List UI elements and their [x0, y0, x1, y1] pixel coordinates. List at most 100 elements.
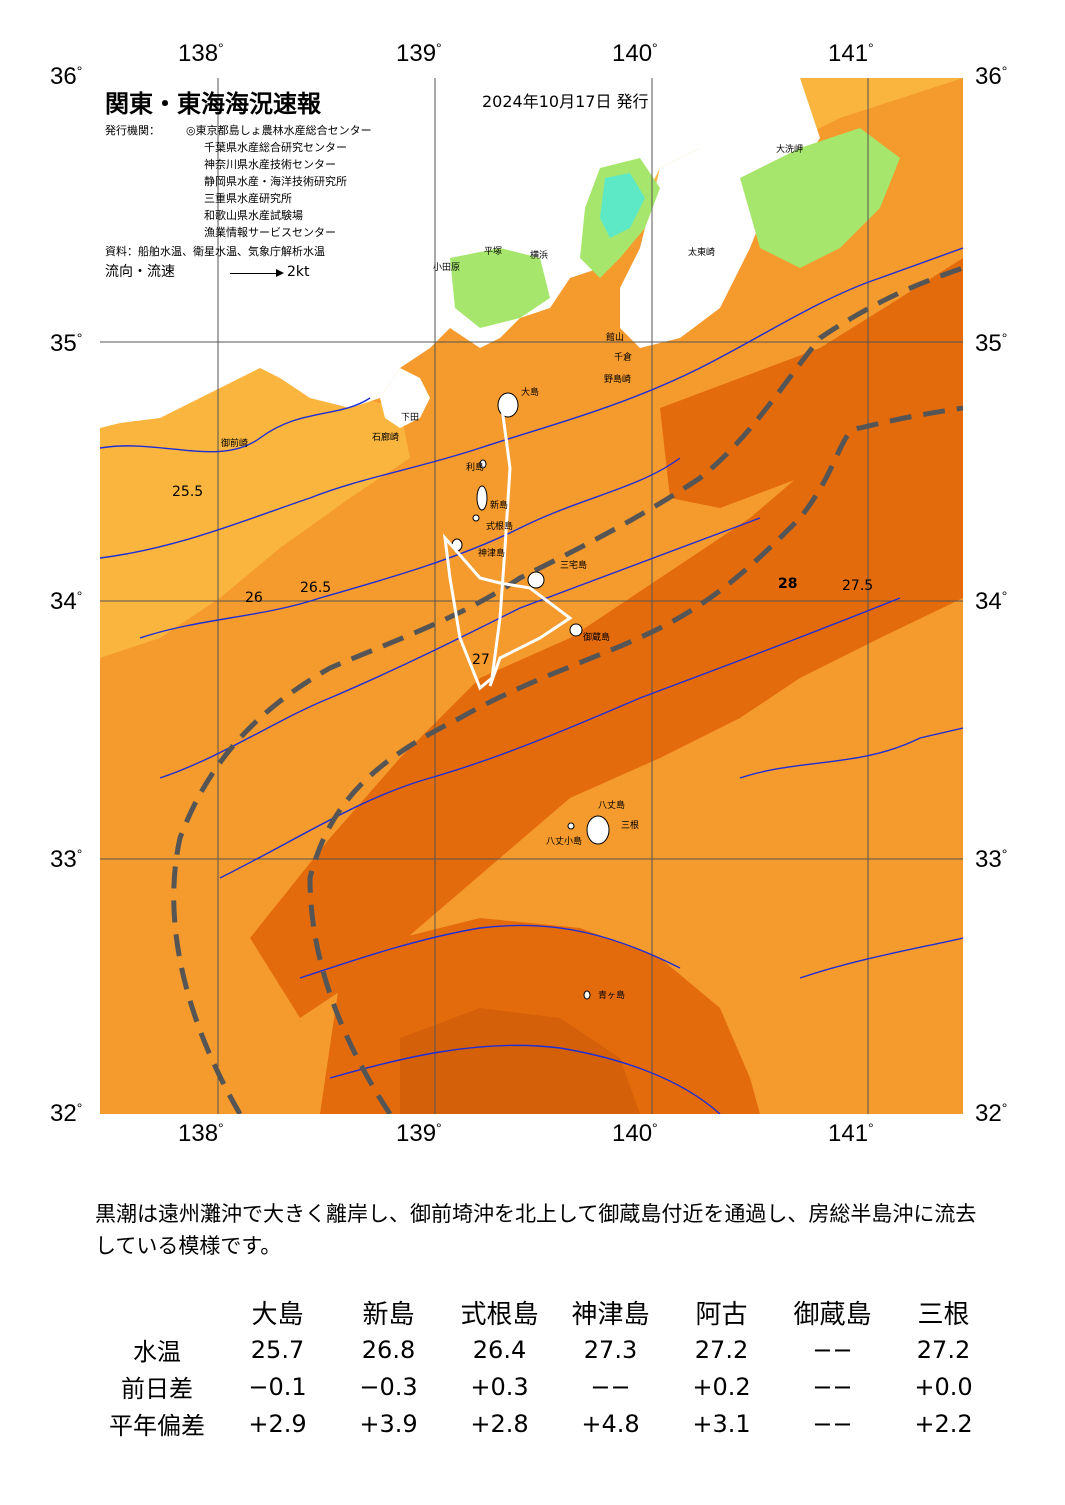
isotherm-label-27-5: 27.5 — [842, 578, 874, 594]
place-kozushima: 神津島 — [478, 549, 506, 559]
table-cell: 27.2 — [916, 1335, 971, 1364]
lat-label-right-36: 36° — [975, 63, 1008, 90]
place-shimoda: 下田 — [401, 413, 420, 423]
coastal-green-sagami — [450, 248, 550, 328]
place-taitozaki: 太東崎 — [688, 248, 716, 258]
table-cell: +3.1 — [692, 1409, 751, 1438]
lon-label-top-139: 139° — [396, 40, 442, 67]
column-header: 大島 — [251, 1300, 304, 1330]
row-label: 平年偏差 — [109, 1412, 205, 1440]
flow-legend-arrow — [230, 273, 280, 274]
table-cell: 26.4 — [472, 1335, 527, 1364]
table-cell: +2.2 — [914, 1409, 973, 1438]
column-header: 神津島 — [571, 1300, 650, 1330]
table-cell: 26.8 — [361, 1335, 416, 1364]
lat-label-right-34: 34° — [975, 588, 1008, 615]
lon-label-top-138: 138° — [178, 40, 224, 67]
place-hachijojima: 八丈島 — [598, 801, 626, 811]
kuroshio-axis — [171, 265, 963, 1114]
lon-label-bottom-138: 138° — [178, 1120, 224, 1147]
isotherm-label-25-5: 25.5 — [172, 484, 204, 500]
issuer-label: 発行機関： — [105, 124, 160, 137]
coastal-cyan-tokyo-bay — [600, 173, 645, 238]
place-tateyama: 館山 — [606, 333, 625, 343]
lat-label-left-33: 33° — [50, 846, 83, 873]
issuer-1: ◎東京都島しょ農林水産総合センター — [186, 124, 372, 137]
table-cell: 27.3 — [583, 1335, 638, 1364]
land-izu — [380, 368, 430, 428]
table-cell: +4.8 — [581, 1409, 640, 1438]
isotherm-label-26: 26 — [245, 590, 263, 606]
table-header-row: 大島 新島 式根島 神津島 阿古 御蔵島 三根 — [92, 1294, 999, 1331]
place-hiratsuka: 平塚 — [484, 247, 503, 257]
table-cell: 27.2 — [694, 1335, 749, 1364]
place-shikinejima: 式根島 — [486, 522, 514, 532]
place-yokohama: 横浜 — [530, 251, 549, 261]
place-oshima: 大島 — [521, 388, 540, 398]
island-niijima — [476, 485, 488, 511]
column-header: 新島 — [362, 1300, 415, 1330]
lon-label-bottom-139: 139° — [396, 1120, 442, 1147]
place-mikurajima: 御蔵島 — [583, 633, 611, 643]
lat-lon-grid — [100, 78, 963, 1114]
table-cell: −− — [812, 1335, 853, 1364]
isotherm-label-26-5: 26.5 — [300, 580, 332, 596]
island-oshima — [497, 392, 519, 418]
island-hachijokojima — [567, 822, 575, 830]
sea-light-zone — [100, 338, 410, 658]
lon-label-top-140: 140° — [612, 40, 658, 67]
island-hachijojima — [586, 815, 610, 845]
lon-label-bottom-140: 140° — [612, 1120, 658, 1147]
map-title: 関東・東海海況速報 — [105, 90, 321, 118]
issuer-2: 千葉県水産総合研究センター — [204, 141, 347, 154]
island-miyakejima — [527, 571, 545, 589]
table-cell: +0.0 — [914, 1372, 973, 1401]
isotherm-contours — [100, 247, 963, 1114]
table-cell: +3.9 — [359, 1409, 418, 1438]
place-odawara: 小田原 — [433, 263, 461, 273]
flow-legend-label: 流向・流速 — [105, 264, 175, 280]
lon-label-top-141: 141° — [828, 40, 874, 67]
column-header: 御蔵島 — [793, 1300, 872, 1330]
lon-label-bottom-141: 141° — [828, 1120, 874, 1147]
column-header: 阿古 — [695, 1300, 748, 1330]
issue-date: 2024年10月17日 発行 — [482, 92, 649, 111]
place-toshima: 利島 — [466, 463, 485, 473]
table-row: 平年偏差 +2.9 +3.9 +2.8 +4.8 +3.1 −− +2.2 — [92, 1405, 999, 1442]
ship-track — [442, 407, 573, 691]
island-mikurajima — [569, 623, 583, 637]
place-hachijokojima: 八丈小島 — [546, 837, 583, 847]
isotherm-label-27: 27 — [472, 652, 490, 668]
table-row: 水温 25.7 26.8 26.4 27.3 27.2 −− 27.2 — [92, 1331, 999, 1368]
place-chikura: 千倉 — [614, 353, 633, 363]
kuroshio-core — [250, 378, 963, 1018]
issuer-7: 漁業情報サービスセンター — [204, 226, 336, 239]
map-canvas — [100, 78, 963, 1114]
isotherm-label-28: 28 — [778, 576, 798, 592]
table-row: 前日差 −0.1 −0.3 +0.3 −− +0.2 −− +0.0 — [92, 1368, 999, 1405]
table-cell: −0.3 — [359, 1372, 418, 1401]
row-label: 水温 — [133, 1338, 181, 1366]
place-irozaki: 石廊崎 — [372, 433, 400, 443]
lat-label-left-32: 32° — [50, 1100, 83, 1127]
coastal-green-kashima — [740, 128, 900, 268]
place-mitsune: 三根 — [621, 821, 640, 831]
column-header: 三根 — [917, 1300, 970, 1330]
table-cell: −− — [590, 1372, 631, 1401]
data-source: 資料：船舶水温、衛星水温、気象庁解析水温 — [105, 245, 325, 258]
issuer-3: 神奈川県水産技術センター — [204, 158, 336, 171]
island-shikinejima — [472, 514, 480, 522]
issuer-5: 三重県水産研究所 — [204, 192, 292, 205]
table-cell: −0.1 — [248, 1372, 307, 1401]
lat-label-right-32: 32° — [975, 1100, 1008, 1127]
lat-label-left-36: 36° — [50, 63, 83, 90]
place-omaezaki: 御前崎 — [221, 439, 249, 449]
row-label: 前日差 — [121, 1375, 193, 1403]
table-cell: +0.3 — [470, 1372, 529, 1401]
lat-label-right-33: 33° — [975, 846, 1008, 873]
island-aogashima — [583, 990, 591, 1000]
flow-legend-arrowhead — [276, 269, 284, 277]
place-miyakejima: 三宅島 — [560, 561, 588, 571]
table-cell: 25.7 — [250, 1335, 305, 1364]
lat-label-right-35: 35° — [975, 330, 1008, 357]
